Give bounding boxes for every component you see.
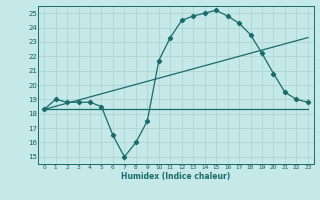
X-axis label: Humidex (Indice chaleur): Humidex (Indice chaleur) (121, 172, 231, 181)
